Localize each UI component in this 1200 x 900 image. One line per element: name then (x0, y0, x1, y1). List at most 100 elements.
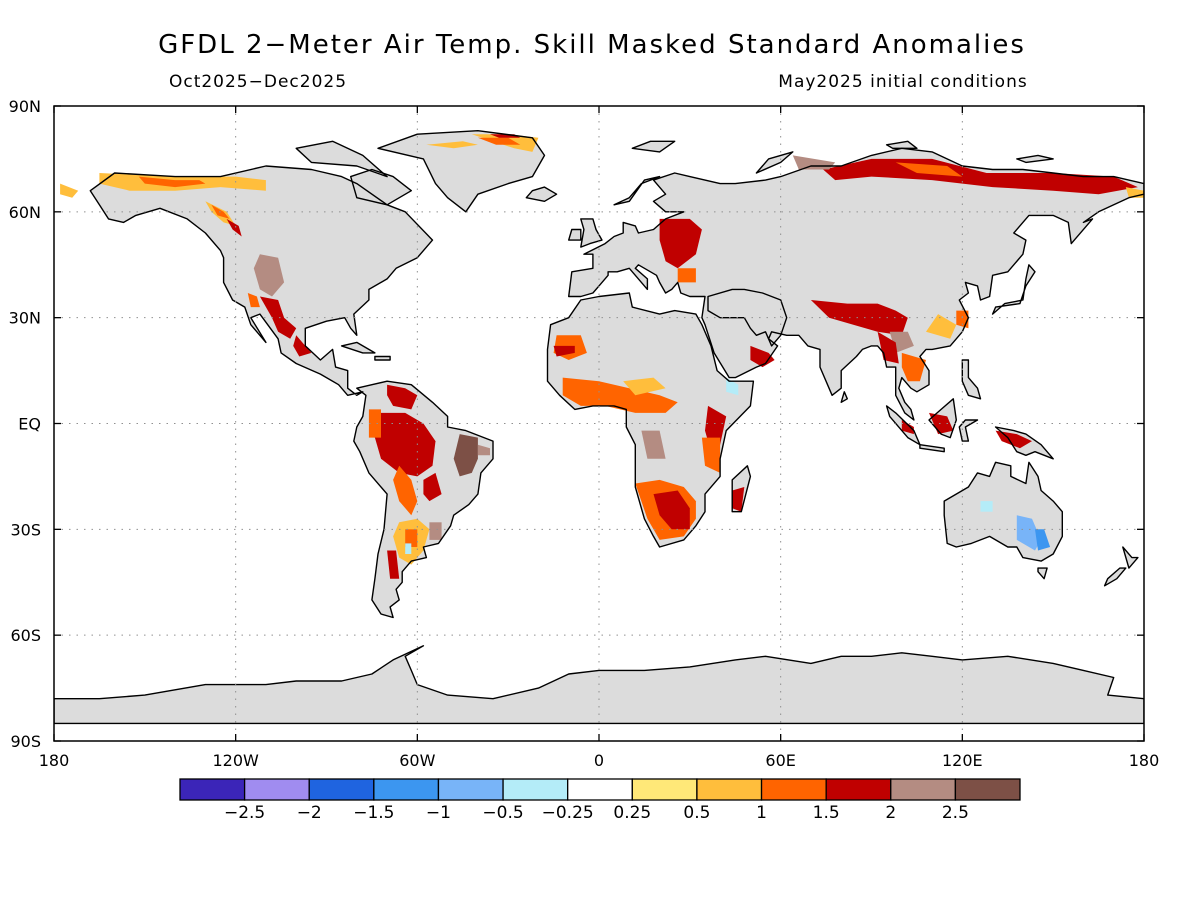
land-arabian-persian (708, 289, 787, 346)
anomaly-region (138, 176, 206, 188)
coastline-japan (991, 264, 1036, 315)
coastline-layer (54, 129, 1144, 725)
land-sri-lanka (841, 391, 848, 403)
colorbar-swatch (373, 778, 440, 801)
anomaly-region (387, 550, 400, 579)
valid-period-label: Oct2025−Dec2025 (169, 72, 347, 92)
anomaly-region (423, 472, 442, 502)
lon-tick-label: 120E (942, 751, 983, 770)
anomaly-region (895, 162, 963, 177)
colorbar: −2.5 −2 −1.5 −1 −0.5 −0.25 0.25 0.5 1 1.5 2 2.5 (179, 778, 1021, 823)
land-baffin-island (350, 169, 412, 205)
coastline-ireland (568, 228, 582, 241)
coastline-sri-lanka (840, 391, 848, 403)
lon-tick-label: 0 (594, 751, 604, 770)
colorbar-label: −1.5 (353, 803, 394, 823)
coastline-new-guinea (994, 426, 1054, 460)
coastline-eurasia (568, 147, 1144, 421)
anomaly-region (453, 434, 478, 477)
coastline-severnaya-zemlya (885, 140, 918, 150)
anomaly-region (732, 487, 745, 512)
anomaly-region (226, 218, 242, 237)
anomaly-region (60, 183, 79, 198)
colorbar-label: 2 (885, 803, 896, 823)
colorbar-swatch (567, 778, 633, 801)
colorbar-swatch (437, 778, 504, 801)
colorbar-swatch (890, 778, 957, 801)
map-title: GFDL 2−Meter Air Temp. Skill Masked Stan… (158, 30, 1026, 60)
colorbar-label: −2 (297, 803, 322, 823)
coastline-new-zealand-south (1103, 567, 1127, 587)
colorbar-label: −1 (426, 803, 451, 823)
anomaly-region (368, 409, 381, 438)
colorbar-swatch (308, 778, 375, 801)
anomaly-region (429, 522, 442, 540)
lon-tick-label: 180 (39, 751, 70, 770)
colorbar-label: 0.25 (613, 803, 651, 823)
grid-lines (54, 106, 1144, 741)
colorbar-swatch (696, 778, 763, 801)
land-novaya-zemlya (756, 151, 793, 173)
colorbar-label: −0.25 (542, 803, 594, 823)
lon-tick-label: 180 (1129, 751, 1160, 770)
land-sulawesi (959, 420, 978, 442)
colorbar-label: 0.5 (683, 803, 710, 823)
coastline-cuba (340, 341, 376, 354)
lat-tick-label: 60S (10, 626, 41, 645)
land-british-isles (580, 218, 602, 248)
land-cuba (341, 342, 375, 353)
coastline-antarctica (54, 645, 1144, 725)
init-conditions-label: May2025 initial conditions (778, 72, 1027, 92)
anomaly-region (901, 420, 914, 435)
anomaly-region (1035, 529, 1051, 551)
anomaly-region (393, 465, 418, 516)
coastline-sulawesi (958, 419, 979, 442)
anomaly-region (901, 352, 926, 382)
coastline-greenland (377, 129, 546, 213)
anomaly-region (750, 345, 775, 368)
map-plot-area (54, 106, 1144, 741)
lon-tick-label: 60W (399, 751, 435, 770)
colorbar-swatch (243, 778, 310, 801)
colorbar-swatch (760, 778, 827, 801)
anomaly-region (877, 331, 899, 364)
coastline-java (919, 444, 945, 453)
anomaly-region (726, 377, 739, 396)
coastline-iceland (525, 186, 558, 203)
coastline-borneo (928, 398, 957, 439)
coastline-canadian-archipelago (295, 140, 388, 178)
colorbar-swatch (825, 778, 892, 801)
anomaly-region (677, 268, 696, 283)
anomaly-region (659, 218, 702, 269)
anomaly-region (477, 137, 521, 145)
colorbar-swatch (502, 778, 569, 801)
anomaly-region (641, 430, 666, 459)
coastline-scandinavia-gap (613, 175, 661, 206)
anomaly-region (1016, 515, 1042, 551)
colorbar-label: −2.5 (224, 803, 265, 823)
lat-tick-label: 30S (10, 520, 41, 539)
anomaly-region (562, 377, 678, 413)
anomaly-region (477, 444, 490, 456)
anomaly-region (374, 412, 436, 477)
land-africa (547, 293, 754, 547)
lon-tick-label: 60E (765, 751, 795, 770)
coastline-svalbard (631, 140, 676, 153)
land-canadian-archipelago (296, 141, 388, 177)
anomaly-region (553, 345, 575, 357)
coastline-south-america (353, 380, 494, 619)
land-java (919, 444, 945, 452)
anomaly-region (405, 529, 418, 547)
lat-tick-label: 90N (9, 97, 41, 116)
anomaly-region (810, 300, 908, 336)
coastline-british-isles (580, 218, 603, 248)
coastline-hispaniola (374, 355, 391, 361)
colorbar-swatch (631, 778, 698, 801)
lat-tick-label: 30N (9, 309, 41, 328)
colorbar-label: 1.5 (813, 803, 840, 823)
anomaly-region (980, 501, 993, 512)
coastline-novaya-zemlya (755, 151, 794, 174)
colorbar-swatch (954, 778, 1021, 801)
